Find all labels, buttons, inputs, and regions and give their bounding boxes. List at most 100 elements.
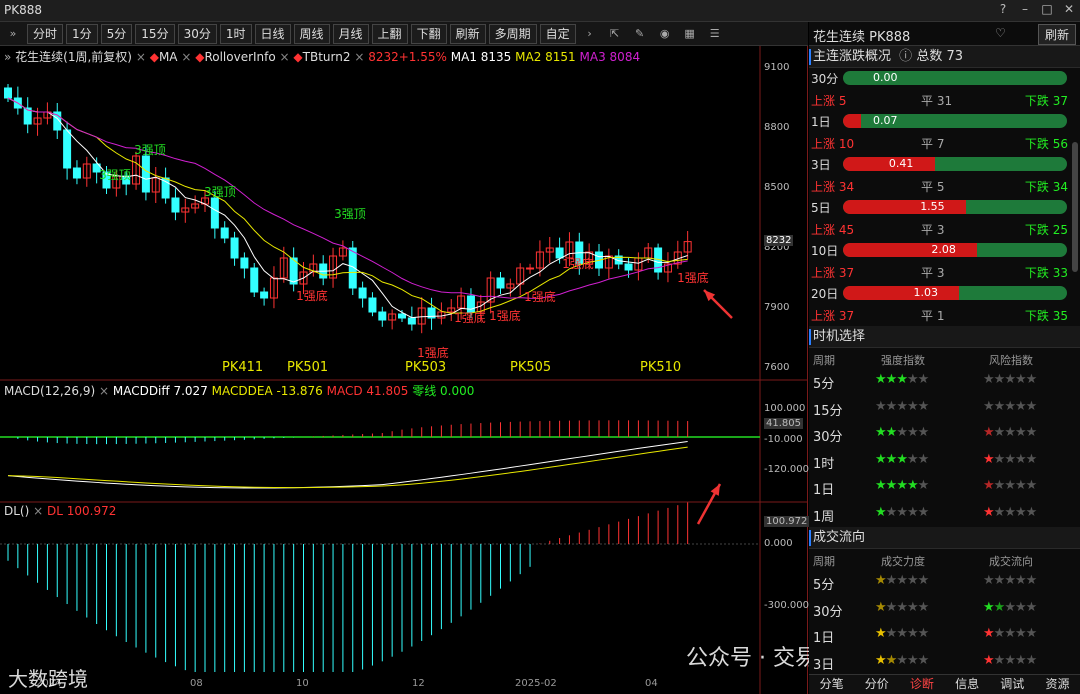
updown-count-row: 上涨 5 平 31 下跌 37 <box>809 90 1080 112</box>
updown-ratio-bar: 0.41 <box>843 157 1067 171</box>
period-button[interactable]: 1分 <box>66 23 98 44</box>
minimize-icon[interactable]: – <box>1022 2 1028 16</box>
period-toolbar: » 分时 1分 5分 15分 30分 1时 日线 周线 月线 上翻 下翻 刷新 多周期 自定 › ⇱ ✎ … <box>0 22 808 46</box>
flat-count: 平 7 <box>921 136 945 151</box>
up-count: 上涨 34 <box>811 179 855 194</box>
dl-value: DL 100.972 <box>47 504 117 518</box>
summary-section-header: 主连涨跌概况 ⓘ 总数 73 <box>809 46 1080 68</box>
ma-indicator[interactable]: MA <box>158 50 178 64</box>
down-count: 下跌 56 <box>1024 136 1068 151</box>
period-button[interactable]: 分时 <box>27 23 64 44</box>
side-tab[interactable]: 信息 <box>955 677 980 691</box>
macd-zero: 零线 0.000 <box>412 384 475 398</box>
rollover-indicator[interactable]: RolloverInfo <box>204 50 276 64</box>
dl-legend: DL() × DL 100.972 <box>4 504 117 518</box>
watermark-left: 大数跨境 <box>8 667 88 691</box>
up-count: 上涨 37 <box>811 308 855 323</box>
collapse-icon[interactable]: ⇱ <box>610 26 620 40</box>
ratio-value: 1.03 <box>913 286 938 299</box>
period-button[interactable]: 周线 <box>293 23 330 44</box>
flow-head-direction: 成交流向 <box>989 555 1033 568</box>
layout-icon[interactable]: ▦ <box>684 26 695 40</box>
updown-ratio-bar: 1.55 <box>843 200 1067 214</box>
help-icon[interactable]: ? <box>999 2 1007 16</box>
candle-body <box>338 247 347 257</box>
flow-head-strength: 成交力度 <box>881 555 925 568</box>
updown-count-row: 上涨 10 平 7 下跌 56 <box>809 133 1080 155</box>
period-button[interactable]: 日线 <box>254 23 291 44</box>
close-icon[interactable]: ✕ <box>1063 2 1075 16</box>
x-axis-tick: 12 <box>412 678 425 689</box>
candle-body <box>210 197 219 229</box>
expand-icon[interactable]: » <box>9 26 17 40</box>
top-signal-label: 3强顶 <box>134 143 166 157</box>
side-refresh-button[interactable]: 刷新 <box>1037 24 1076 45</box>
flow-period: 30分 <box>813 604 843 620</box>
draw-icon[interactable]: ✎ <box>635 26 645 40</box>
contract-label: PK503 <box>405 360 447 375</box>
heart-icon[interactable]: ♡ <box>995 26 1006 40</box>
period-label: 5日 <box>811 201 831 215</box>
kline-chart-area[interactable]: 3强顶 3强顶 3强顶 3强顶 1强底 1强底 1强底 1强底 1强底 1强底 1强底 » 花生连续… <box>0 46 912 694</box>
period-button[interactable]: 5分 <box>100 23 133 44</box>
dl-axis-label: 100.972 <box>764 516 810 527</box>
flow-row: 30分 ★★★★★ ★★★★★ <box>813 599 1037 620</box>
side-tab[interactable]: 诊断 <box>909 677 934 691</box>
side-scrollbar[interactable] <box>1072 142 1078 272</box>
flow-row: 1日 ★★★★★ ★★★★★ <box>813 626 1037 646</box>
price-axis-label: 8500 <box>764 182 790 193</box>
period-button[interactable]: 多周期 <box>488 23 537 44</box>
side-tab[interactable]: 调试 <box>1000 677 1025 691</box>
maximize-icon[interactable]: □ <box>1041 2 1053 16</box>
list-icon[interactable]: ☰ <box>709 26 720 40</box>
help-circle-icon[interactable]: ⓘ <box>899 49 913 64</box>
macd-dea-line <box>7 446 688 489</box>
period-label: 3日 <box>811 158 831 172</box>
bottom-signal-label: 1强底 <box>417 345 449 360</box>
top-signal-label: 3强顶 <box>99 168 131 182</box>
eye-icon[interactable]: ◉ <box>659 26 670 40</box>
candle-body <box>329 255 338 279</box>
period-bar-row: 5日 1.55 <box>809 197 1080 219</box>
period-button[interactable]: 刷新 <box>449 23 486 44</box>
bottom-signal-label: 1强底 <box>524 289 556 304</box>
flow-title: 成交流向 <box>813 530 866 545</box>
candle-body <box>33 117 42 125</box>
contract-label: PK505 <box>510 360 552 375</box>
summary-periods: 30分 0.00 上涨 5 平 31 下跌 37 1日 0.07 上涨 10 平 7 下跌 56 3… <box>809 68 1080 326</box>
more-icon[interactable]: › <box>587 26 592 40</box>
side-header: 花生连续 PK888 ♡ 刷新 <box>809 22 1080 46</box>
macd-dea: MACDDEA -13.876 <box>211 384 323 398</box>
flow-row: 5分 ★★★★★ ★★★★★ <box>813 573 1037 593</box>
ma2-line <box>7 97 688 314</box>
candle-body <box>535 251 544 269</box>
macd-legend: MACD(12,26,9) × MACDDiff 7.027 MACDDEA -… <box>4 384 475 398</box>
summary-total: 总数 73 <box>916 49 963 64</box>
period-button[interactable]: 月线 <box>332 23 369 44</box>
macd-value: MACD 41.805 <box>326 384 409 398</box>
flow-period: 1日 <box>813 631 835 646</box>
side-tab[interactable]: 分价 <box>864 677 889 691</box>
ma1-line <box>7 97 688 319</box>
side-tab[interactable]: 分笔 <box>819 677 844 691</box>
ma3-line <box>7 97 688 299</box>
candle-body <box>486 277 495 303</box>
tbturn-indicator[interactable]: TBturn2 <box>302 50 351 64</box>
ratio-value: 0.07 <box>873 114 898 127</box>
period-button[interactable]: 上翻 <box>371 23 408 44</box>
bottom-signal-label: 1强底 <box>454 310 486 325</box>
period-button[interactable]: 15分 <box>135 23 175 44</box>
period-button[interactable]: 下翻 <box>410 23 447 44</box>
period-button[interactable]: 30分 <box>177 23 217 44</box>
window-title: PK888 <box>4 3 43 17</box>
up-count: 上涨 37 <box>811 265 855 280</box>
candle-body <box>191 203 200 209</box>
down-count: 下跌 33 <box>1024 265 1068 280</box>
candle-body <box>427 307 436 319</box>
candle-body <box>92 163 101 173</box>
side-tab[interactable]: 资源 <box>1045 677 1070 691</box>
timing-table-header: 周期 强度指数 风险指数 <box>809 348 1080 368</box>
period-button[interactable]: 1时 <box>219 23 252 44</box>
period-button[interactable]: 自定 <box>539 23 576 44</box>
